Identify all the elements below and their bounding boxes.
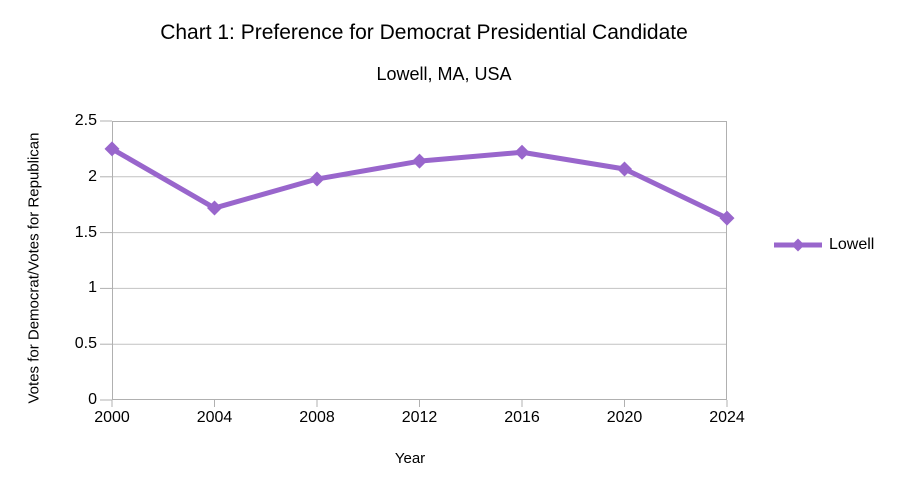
chart-subtitle: Lowell, MA, USA	[376, 64, 512, 84]
y-axis-tick-label: 1.5	[74, 223, 97, 241]
x-axis-title: Year	[394, 450, 426, 467]
data-point-marker	[309, 171, 325, 187]
data-point-marker	[719, 210, 735, 226]
data-point-marker	[617, 161, 632, 177]
x-axis-tick-label: 2004	[196, 409, 233, 426]
x-axis-tick-label: 2000	[94, 409, 130, 426]
y-axis-tick-label: 0.5	[74, 335, 97, 353]
legend-diamond-icon	[791, 238, 805, 252]
data-point-marker	[412, 153, 427, 169]
x-axis-tick-label: 2012	[401, 409, 438, 426]
x-axis-tick-label: 2008	[299, 409, 335, 426]
legend-line-marker-icon	[774, 238, 822, 252]
data-point-marker	[104, 141, 120, 157]
legend-label: Lowell	[829, 236, 875, 253]
data-point-marker	[514, 144, 530, 160]
y-axis-tick-label: 0	[88, 391, 97, 408]
x-axis-tick-label: 2016	[504, 409, 540, 426]
x-axis-tick-label: 2024	[709, 409, 745, 426]
y-axis-tick-label: 2.5	[74, 112, 97, 129]
x-axis-tick-label: 2020	[606, 409, 643, 426]
legend: Lowell	[773, 236, 874, 254]
plot-area	[100, 120, 735, 407]
data-point-marker	[207, 200, 222, 216]
y-axis-tick-label: 1	[88, 279, 97, 297]
chart-title: Chart 1: Preference for Democrat Preside…	[160, 21, 688, 44]
y-axis-tick-label: 2	[88, 167, 97, 185]
plot-frame	[112, 121, 727, 400]
